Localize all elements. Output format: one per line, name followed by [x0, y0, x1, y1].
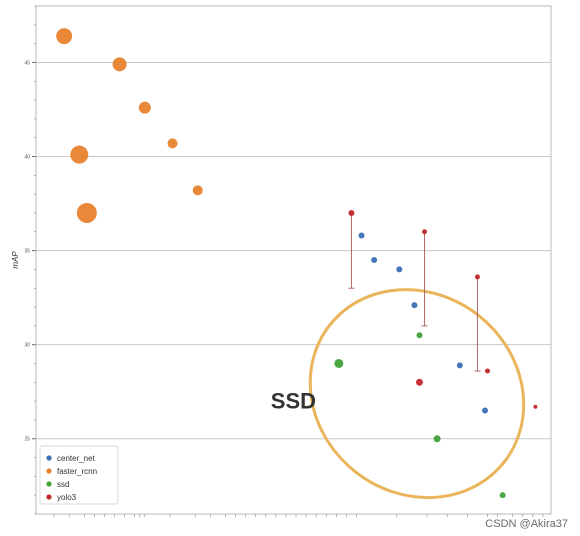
legend-box — [39, 445, 119, 505]
point-faster-rcnn — [70, 145, 89, 164]
watermark: CSDN @Akira37 — [485, 518, 568, 530]
point-yolo3 — [348, 209, 355, 216]
point-ssd — [499, 492, 506, 499]
point-yolo3 — [415, 378, 423, 386]
point-faster-rcnn — [167, 138, 178, 149]
y-tick-label: 30 — [24, 343, 30, 349]
point-yolo3 — [422, 229, 428, 235]
point-ssd — [433, 435, 441, 443]
legend-swatch-yolo3 — [46, 494, 52, 500]
legend-label-faster-rcnn: faster_rcnn — [57, 467, 97, 476]
point-center-net — [371, 257, 378, 263]
ssd-annotation-label: SSD — [271, 389, 316, 414]
error-bars — [348, 212, 481, 372]
y-tick-label: 25 — [24, 437, 30, 443]
ssd-highlight-ellipse — [308, 288, 526, 500]
point-yolo3 — [485, 368, 491, 374]
point-faster-rcnn — [56, 28, 73, 45]
y-axis-label: mAP — [11, 251, 20, 269]
point-faster-rcnn — [192, 185, 203, 196]
point-center-net — [411, 302, 418, 309]
data-points — [56, 28, 538, 499]
legend-label-ssd: ssd — [57, 480, 69, 489]
legend-label-yolo3: yolo3 — [57, 493, 77, 502]
point-yolo3 — [533, 404, 538, 409]
annotation-layer: SSD — [271, 288, 526, 500]
legend-label-center-net: center_net — [57, 454, 96, 463]
point-ssd — [416, 332, 423, 339]
point-center-net — [358, 232, 365, 239]
point-yolo3 — [474, 274, 480, 280]
plot-area — [35, 5, 552, 515]
point-center-net — [456, 362, 463, 369]
point-center-net — [396, 266, 403, 273]
y-tick-label: 45 — [24, 60, 30, 66]
legend-swatch-center-net — [46, 455, 52, 461]
point-ssd — [334, 358, 344, 368]
y-tick-label: 40 — [24, 155, 30, 161]
point-faster-rcnn — [138, 101, 151, 114]
y-tick-label: 35 — [24, 249, 30, 255]
point-faster-rcnn — [76, 202, 97, 223]
point-center-net — [482, 407, 488, 414]
axis-ticks: 25 30 35 40 45 — [24, 5, 544, 517]
point-faster-rcnn — [112, 57, 127, 72]
legend-swatch-faster-rcnn — [46, 468, 52, 474]
legend-swatch-ssd — [46, 481, 52, 487]
